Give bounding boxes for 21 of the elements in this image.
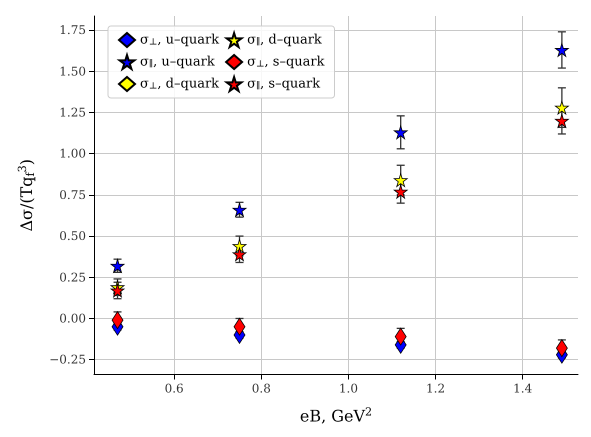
y-tick-label: −0.25 [49, 352, 86, 367]
legend-label: σ⊥, s–quark [247, 54, 325, 70]
y-tick-label: 1.00 [59, 146, 86, 161]
y-tick-label: 0.75 [59, 188, 86, 202]
y-axis-title: Δσ/(Tqf3) [16, 158, 37, 232]
x-tick-label: 1.0 [338, 382, 358, 396]
y-tick-label: 0.25 [59, 270, 86, 284]
legend-label: σ∥, d–quark [247, 32, 322, 48]
x-tick-label: 1.4 [513, 382, 533, 396]
legend-label: σ⊥, u–quark [140, 32, 220, 48]
y-tick-label: 1.50 [59, 64, 86, 78]
x-tick-label: 1.2 [426, 382, 446, 396]
legend-label: σ∥, u–quark [140, 54, 215, 70]
y-tick-label: 0.00 [59, 311, 86, 326]
x-tick-label: 0.6 [164, 382, 184, 396]
y-tick-label: 0.50 [59, 229, 86, 244]
legend-label: σ⊥, d–quark [140, 76, 220, 92]
y-tick-label: 1.75 [59, 23, 86, 38]
x-tick-label: 0.8 [252, 382, 271, 396]
y-tick-label: 1.25 [59, 106, 86, 120]
legend-label: σ∥, s–quark [247, 76, 320, 92]
